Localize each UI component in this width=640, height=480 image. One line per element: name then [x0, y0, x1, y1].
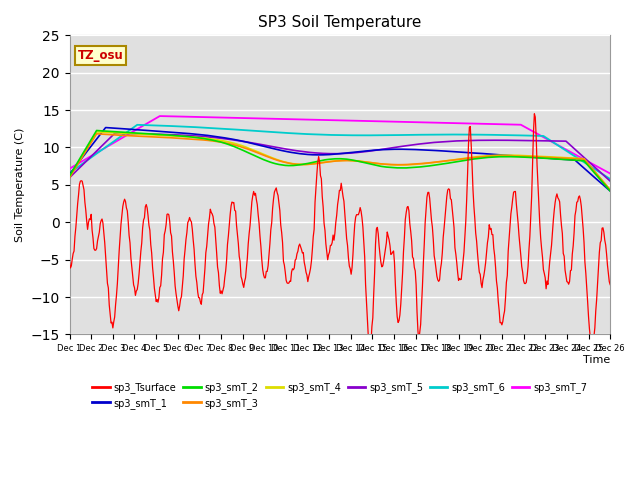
- Title: SP3 Soil Temperature: SP3 Soil Temperature: [258, 15, 422, 30]
- X-axis label: Time: Time: [583, 355, 610, 364]
- Text: TZ_osu: TZ_osu: [77, 49, 124, 62]
- Legend: sp3_Tsurface, sp3_smT_1, sp3_smT_2, sp3_smT_3, sp3_smT_4, sp3_smT_5, sp3_smT_6, : sp3_Tsurface, sp3_smT_1, sp3_smT_2, sp3_…: [88, 378, 591, 413]
- Y-axis label: Soil Temperature (C): Soil Temperature (C): [15, 128, 25, 242]
